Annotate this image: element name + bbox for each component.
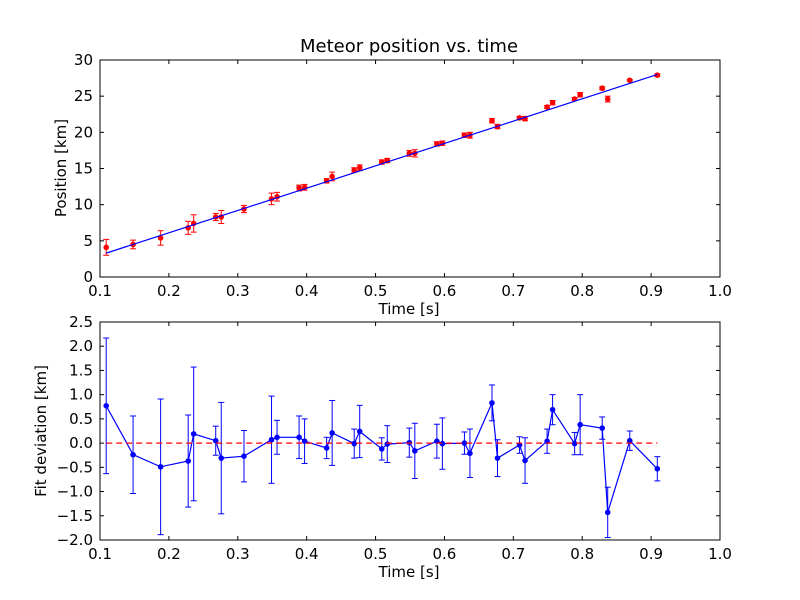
x-tick-label: 0.8 [570,282,594,300]
data-point [604,96,611,102]
y-tick-label: 2.0 [69,337,93,355]
y-axis-label: Position [km] [52,119,70,217]
data-point [268,436,275,443]
y-axis-label: Fit deviation [km] [32,365,50,497]
data-point [467,450,473,457]
data-point [329,173,335,180]
data-point [323,445,330,451]
y-tick-label: −2.0 [57,531,93,549]
axes-frame [99,59,721,278]
y-tick-label: 1.5 [69,361,93,379]
data-point [654,465,661,472]
x-tick-label: 0.4 [295,545,319,563]
y-tick-label: 15 [74,160,93,178]
data-point [626,437,633,444]
y-tick-label: −1.5 [57,507,93,525]
data-point [296,434,302,441]
y-tick-label: 10 [74,196,93,214]
x-tick-label: 0.6 [433,282,457,300]
data-point [494,455,501,461]
x-tick-label: 0.8 [570,545,594,563]
data-point [549,406,556,413]
x-tick-label: 0.7 [501,545,525,563]
data-point [351,167,358,173]
y-tick-label: 1.0 [69,386,93,404]
x-tick-label: 0.1 [88,545,112,563]
x-tick-label: 0.2 [157,282,181,300]
data-point [190,431,197,437]
data-point [241,453,247,459]
x-tick-label: 0.1 [88,282,112,300]
data-point [351,440,358,447]
data-point [157,464,164,470]
data-point [626,77,633,84]
data-point [130,451,136,458]
data-point [577,91,583,98]
x-tick-label: 0.3 [226,282,250,300]
data-point [103,244,109,251]
x-tick-label: 0.5 [364,282,388,300]
x-tick-label: 1.0 [708,545,732,563]
y-tick-label: 0.0 [69,434,93,452]
x-tick-label: 0.3 [226,545,250,563]
x-tick-label: 0.7 [501,282,525,300]
data-point [599,85,606,92]
data-point [103,403,109,409]
data-point [218,455,225,461]
y-tick-label: −0.5 [57,458,93,476]
x-tick-label: 0.9 [639,545,663,563]
data-point [604,509,611,516]
y-tick-label: −1.0 [57,483,93,501]
plot-area [100,60,720,277]
y-tick-label: 30 [74,51,93,69]
x-axis-label: Time [s] [378,563,440,581]
data-point [329,430,335,436]
data-point [378,446,385,452]
y-tick-label: 0.5 [69,410,93,428]
deviation-chart: Time [s] Fit deviation [km] 0.1 0.2 0.3 0.4… [32,313,732,581]
data-point [185,458,191,464]
x-tick-label: 0.6 [433,545,457,563]
x-tick-label: 0.4 [295,282,319,300]
data-point [544,104,550,110]
y-tick-label: 2.5 [69,313,93,331]
data-point [356,428,363,435]
data-point [301,438,308,444]
position-chart: Meteor position vs. time Time [s] Positi… [52,36,732,318]
plot-background [100,322,720,540]
x-tick-label: 0.2 [157,545,181,563]
x-tick-label: 0.5 [364,545,388,563]
data-point [549,99,556,106]
chart-title: Meteor position vs. time [300,36,518,57]
axes-frame [99,321,721,541]
x-axis-label: Time [s] [378,300,440,318]
y-tick-label: 25 [74,87,93,105]
data-point [412,448,418,454]
data-point [274,434,280,441]
data-point [522,457,528,464]
data-point [384,441,391,447]
data-point [212,437,219,444]
y-tick-label: 20 [74,123,93,141]
data-point [461,440,468,446]
data-point [577,421,583,428]
data-point [599,425,606,431]
y-tick-label: 5 [83,232,93,250]
y-tick-label: 0 [83,268,93,286]
data-point [489,117,495,124]
x-tick-label: 0.9 [639,282,663,300]
x-tick-label: 1.0 [708,282,732,300]
data-point [356,164,363,171]
data-point [489,400,495,406]
plot-area [100,322,720,540]
fit-line [106,73,658,254]
plot-background [100,60,720,277]
